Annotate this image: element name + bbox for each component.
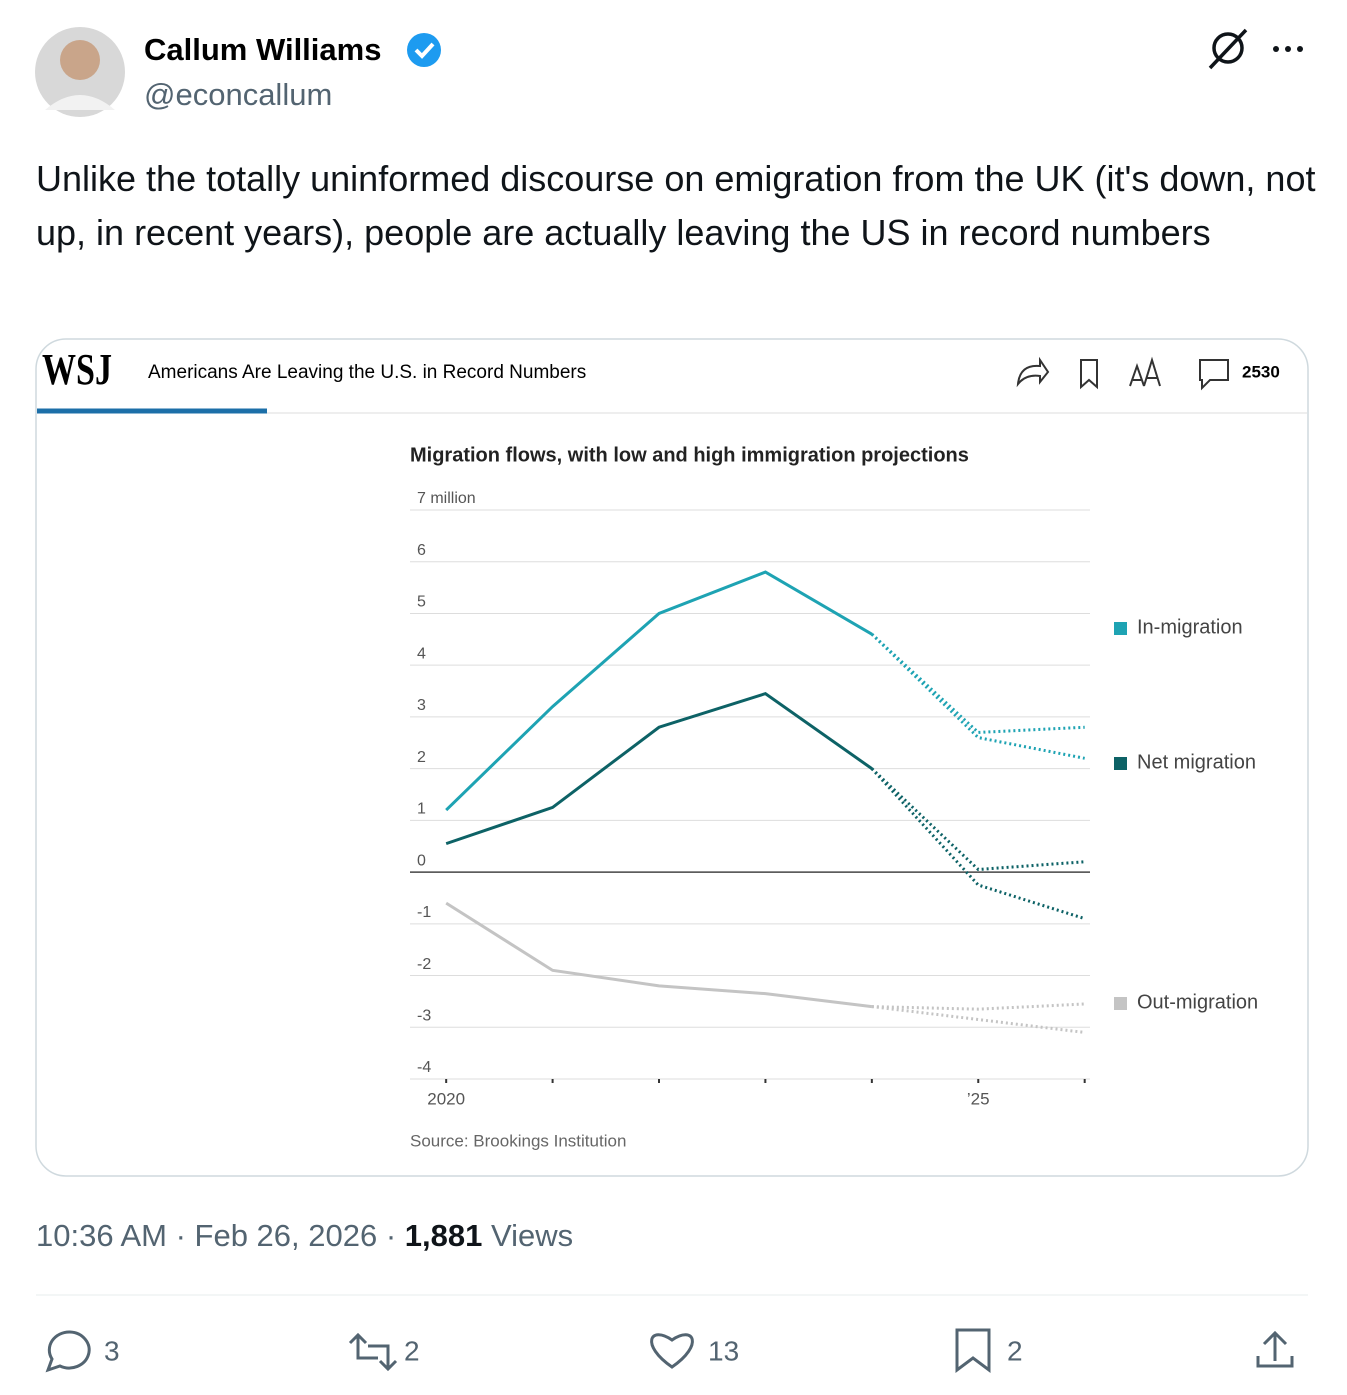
y-tick-label: 7 million <box>417 490 476 507</box>
repost-count: 2 <box>404 1335 420 1366</box>
comment-count: 2530 <box>1242 362 1280 381</box>
series-line <box>445 570 873 812</box>
tweet-meta: 10:36 AM · Feb 26, 2026 · 1,881 Views <box>36 1218 573 1254</box>
media-card[interactable] <box>35 338 1309 1177</box>
x-tick-label: ’25 <box>967 1089 990 1108</box>
action-icons <box>45 1328 1294 1373</box>
y-tick-label: 0 <box>417 852 426 869</box>
y-tick-label: 2 <box>417 749 426 766</box>
legend-label: Out-migration <box>1137 991 1258 1013</box>
y-tick-label: 4 <box>417 645 426 662</box>
verified-badge <box>407 33 441 67</box>
y-tick-label: -1 <box>417 904 431 921</box>
author-handle[interactable]: @econcallum <box>144 77 332 112</box>
legend-label: In-migration <box>1137 616 1243 638</box>
projection-line <box>871 1002 1085 1011</box>
chart-title: Migration flows, with low and high immig… <box>410 444 969 466</box>
y-tick-label: -3 <box>417 1007 431 1024</box>
avatar-face <box>60 40 100 80</box>
y-tick-label: 1 <box>417 801 426 818</box>
timestamp[interactable]: 10:36 AM · Feb 26, 2026 · <box>36 1218 397 1253</box>
author-name[interactable]: Callum Williams <box>144 32 381 67</box>
bookmark-icon[interactable] <box>955 1328 991 1373</box>
headline: Americans Are Leaving the U.S. in Record… <box>148 362 586 383</box>
card-icons <box>1016 356 1229 391</box>
more-icon[interactable] <box>1273 46 1303 52</box>
y-tick-label: 6 <box>417 542 426 559</box>
legend-swatch <box>1114 757 1127 770</box>
series-line <box>445 901 873 1009</box>
grok-icon[interactable] <box>1208 28 1248 70</box>
avatar-shirt <box>45 95 115 110</box>
views-label: Views <box>491 1218 574 1253</box>
reply-icon[interactable] <box>45 1330 91 1373</box>
y-tick-label: 5 <box>417 594 426 611</box>
x-tick-label: 2020 <box>427 1089 465 1108</box>
chart: Migration flows, with low and high immig… <box>410 444 1258 1150</box>
chart-source: Source: Brookings Institution <box>410 1131 626 1150</box>
y-tick-label: -2 <box>417 956 431 973</box>
bookmark-count: 2 <box>1007 1335 1023 1366</box>
tweet-text: Unlike the totally uninformed discourse … <box>36 158 1316 253</box>
projection-line <box>870 633 1085 760</box>
y-tick-label: 3 <box>417 697 426 714</box>
series-line <box>445 691 873 846</box>
projection-line <box>870 633 1085 734</box>
view-count: 1,881 <box>404 1218 483 1253</box>
legend-swatch <box>1114 622 1127 635</box>
projection-line <box>871 1005 1085 1034</box>
repost-icon[interactable] <box>348 1332 398 1372</box>
y-tick-label: -4 <box>417 1059 431 1076</box>
projection-line <box>870 767 1085 872</box>
legend-label: Net migration <box>1137 751 1256 773</box>
like-count: 13 <box>708 1335 739 1366</box>
reply-count: 3 <box>104 1335 120 1366</box>
like-icon[interactable] <box>650 1333 694 1369</box>
legend-swatch <box>1114 997 1127 1010</box>
wsj-logo: WSJ <box>42 345 112 394</box>
share-icon[interactable] <box>1256 1330 1294 1368</box>
